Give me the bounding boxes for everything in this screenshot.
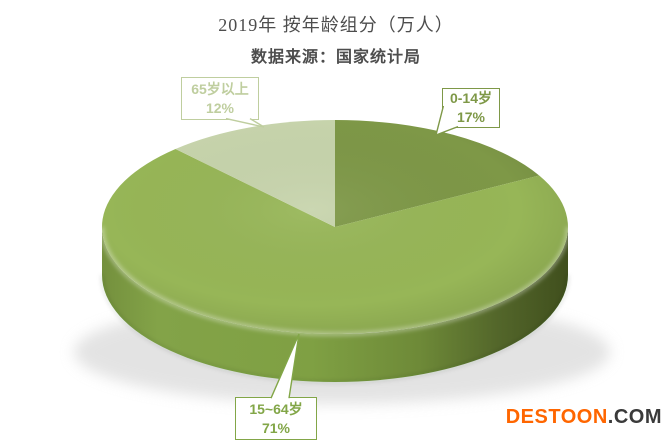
pie-wall-bottom-edge xyxy=(101,274,569,383)
chart-title: 2019年 按年龄组分（万人） xyxy=(218,15,454,35)
watermark: DESTOON.COM xyxy=(506,406,662,429)
callout-65-and-over: 65岁以上 12% xyxy=(181,77,259,120)
callout-0-14-label: 0-14岁 xyxy=(449,90,493,106)
callout-0-14: 0-14岁 17% xyxy=(442,88,500,128)
callout-15-64: 15~64岁 71% xyxy=(235,397,317,440)
pie-rim-highlight xyxy=(100,226,570,336)
chart-subtitle: 数据来源：国家统计局 xyxy=(250,49,421,66)
callout-15-64-value: 71% xyxy=(261,419,291,436)
pie-top-shading xyxy=(102,120,568,334)
callout-0-14-value: 17% xyxy=(456,109,486,125)
pie-side-wall xyxy=(102,227,568,382)
callout-65-label: 65岁以上 xyxy=(191,80,249,97)
callout-65-value: 12% xyxy=(205,99,235,116)
watermark-suffix: .COM xyxy=(607,406,662,428)
watermark-brand: DESTOON xyxy=(505,406,608,428)
callout-15-64-label: 15~64岁 xyxy=(249,400,303,417)
